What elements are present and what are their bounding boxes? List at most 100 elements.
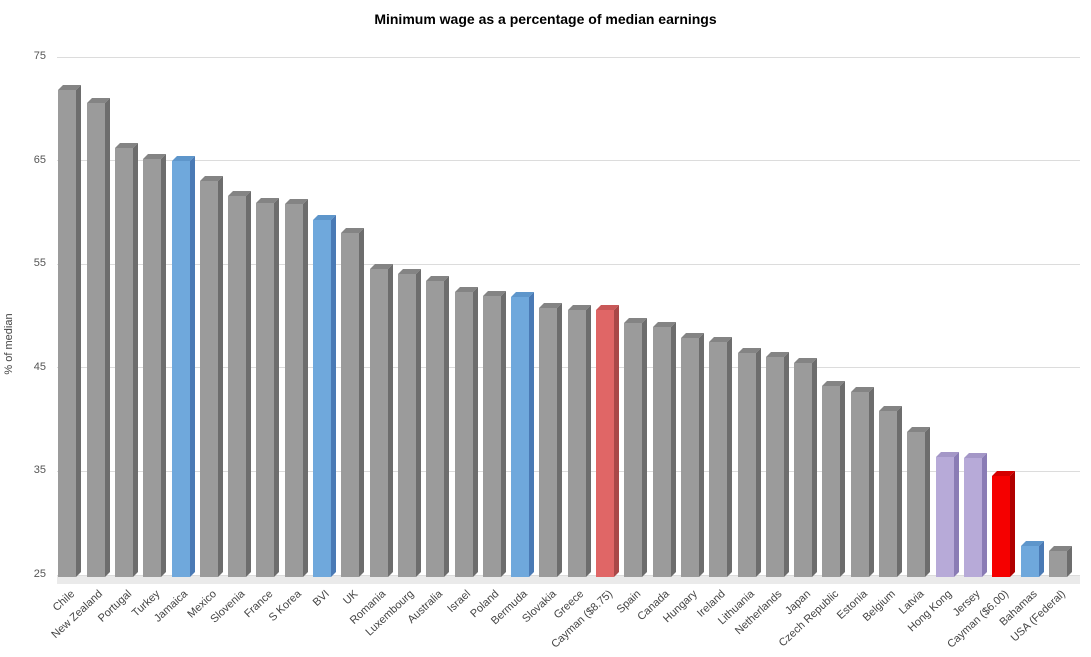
bar-front-face	[624, 323, 643, 577]
bar-france	[256, 198, 280, 577]
bar-canada	[652, 322, 676, 577]
bar-hong-kong	[935, 451, 959, 577]
bar-front-face	[1020, 545, 1039, 577]
bar-cayman-6-00	[992, 470, 1016, 577]
bar-side-face	[557, 302, 563, 577]
bar-side-face	[189, 155, 195, 577]
bar-lithuania	[737, 348, 761, 577]
bar-front-face	[850, 391, 869, 577]
bar-front-face	[935, 456, 954, 577]
bar-front-face	[397, 273, 416, 577]
bar-side-face	[246, 190, 252, 577]
bar-front-face	[313, 219, 331, 577]
chart-title: Minimum wage as a percentage of median e…	[374, 11, 717, 27]
gridline	[57, 56, 1080, 58]
y-tick-label: 35	[33, 464, 46, 477]
bar-front-face	[171, 160, 190, 577]
bar-side-face	[1066, 546, 1072, 577]
y-tick-label: 65	[33, 153, 46, 166]
bar-front-face	[822, 386, 841, 577]
bar-front-face	[879, 411, 897, 577]
bar-usa-federal	[1048, 546, 1072, 577]
bar-side-face	[812, 357, 818, 577]
bar-side-face	[1010, 470, 1016, 577]
bar-front-face	[114, 148, 133, 577]
bar-side-face	[444, 275, 450, 577]
bar-cayman-8-75	[596, 304, 619, 577]
bar-front-face	[58, 90, 77, 577]
bar-front-face	[737, 353, 756, 577]
bar-side-face	[840, 381, 846, 577]
bar-side-face	[585, 304, 591, 577]
bar-side-face	[953, 451, 959, 577]
y-tick-label: 75	[33, 50, 46, 62]
bar-front-face	[567, 309, 586, 577]
bar-front-face	[511, 297, 530, 577]
bar-front-face	[284, 204, 303, 577]
bar-greece	[567, 304, 591, 577]
bar-front-face	[256, 203, 275, 577]
bar-front-face	[765, 357, 784, 577]
bar-estonia	[850, 386, 874, 577]
bar-side-face	[359, 228, 365, 577]
bar-bvi	[313, 214, 336, 577]
bar-netherlands	[765, 352, 789, 577]
bar-s-korea	[284, 199, 308, 577]
bar-czech-republic	[822, 381, 846, 577]
y-tick-label: 55	[33, 257, 46, 270]
bar-jersey	[963, 452, 987, 577]
bar-side-face	[755, 348, 761, 577]
bar-front-face	[228, 195, 247, 577]
bar-spain	[624, 318, 648, 577]
bar-poland	[482, 291, 506, 577]
bar-jamaica	[171, 155, 195, 577]
gridline	[57, 160, 1080, 162]
bar-side-face	[529, 292, 535, 577]
bar-side-face	[698, 332, 704, 577]
bar-front-face	[426, 280, 445, 577]
bar-front-face	[963, 457, 982, 577]
bar-side-face	[104, 97, 110, 577]
bar-front-face	[369, 269, 388, 577]
x-axis-label: UK	[340, 588, 361, 608]
bar-side-face	[1038, 540, 1044, 577]
bar-portugal	[114, 143, 138, 577]
bar-new-zealand	[86, 97, 110, 577]
bar-side-face	[981, 452, 987, 577]
bar-side-face	[897, 406, 902, 577]
bar-side-face	[217, 176, 223, 577]
bar-israel	[454, 287, 478, 577]
bar-side-face	[274, 198, 280, 577]
bar-japan	[794, 357, 818, 577]
y-tick-label: 25	[33, 568, 46, 580]
bar-romania	[369, 264, 393, 577]
bar-front-face	[596, 309, 614, 577]
bar-hungary	[680, 332, 704, 577]
bar-front-face	[199, 181, 218, 577]
bar-belgium	[879, 406, 902, 577]
bar-slovenia	[228, 190, 252, 577]
bar-uk	[341, 228, 365, 577]
bar-side-face	[925, 427, 931, 577]
bar-front-face	[652, 327, 671, 577]
bar-chile	[58, 85, 82, 577]
bar-mexico	[199, 176, 223, 577]
bar-turkey	[143, 153, 167, 577]
bar-front-face	[86, 102, 105, 577]
bar-front-face	[454, 292, 473, 577]
x-axis-label: BVI	[310, 588, 332, 609]
bar-luxembourg	[397, 268, 421, 577]
bar-front-face	[539, 307, 558, 577]
y-tick-label: 45	[33, 360, 46, 373]
bar-ireland	[709, 336, 733, 577]
bar-side-face	[614, 304, 619, 577]
bar-front-face	[143, 158, 162, 577]
bar-slovakia	[539, 302, 563, 577]
bar-front-face	[1048, 551, 1067, 577]
chart-floor	[57, 576, 1080, 584]
bar-side-face	[387, 264, 393, 577]
bar-latvia	[907, 427, 931, 577]
bar-side-face	[331, 214, 336, 577]
